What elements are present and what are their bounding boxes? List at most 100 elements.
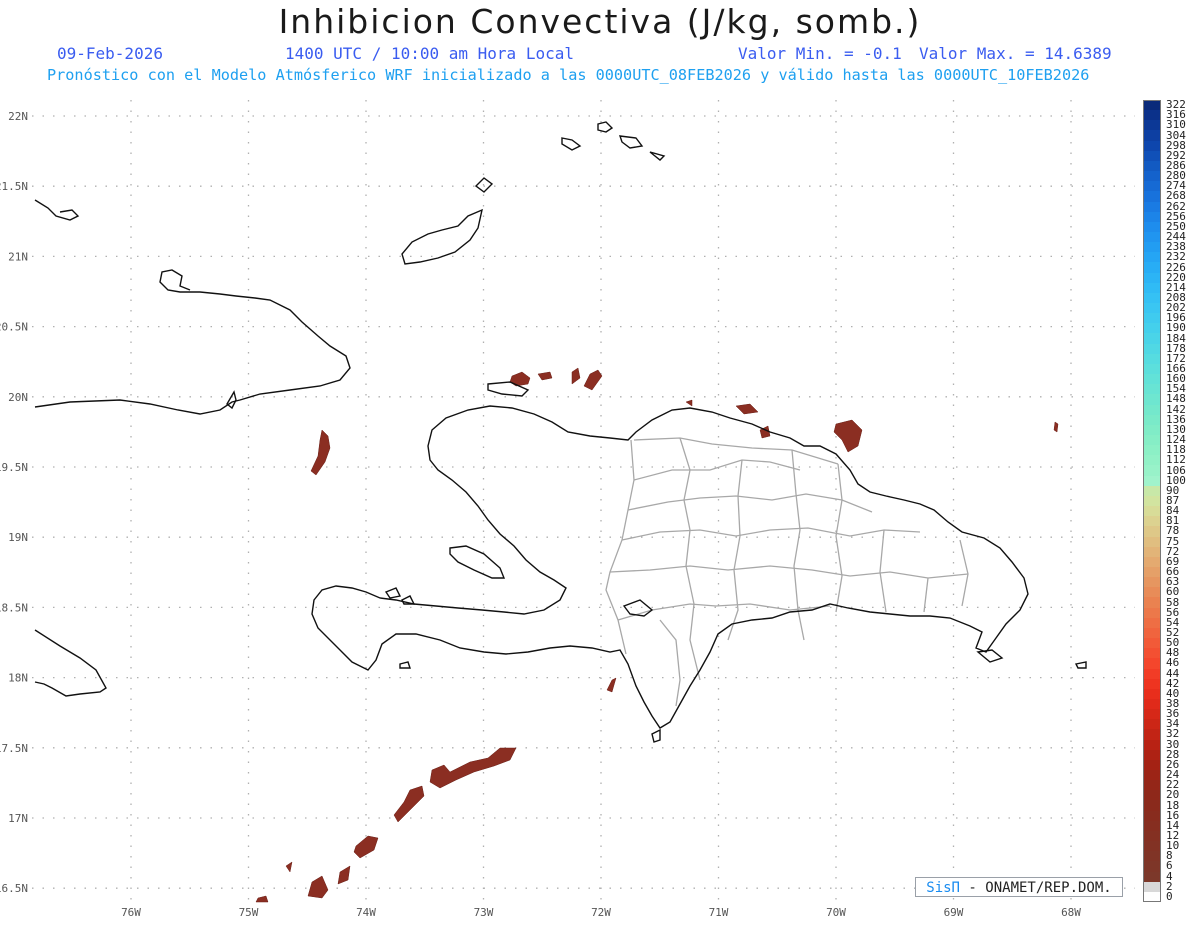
- colorbar-level-label: 256: [1166, 209, 1186, 223]
- shade-patch: [337, 865, 351, 885]
- colorbar-level-label: 2: [1166, 879, 1173, 893]
- colorbar-swatch: [1143, 698, 1161, 710]
- colorbar-swatch: [1143, 871, 1161, 883]
- colorbar-level-label: 30: [1166, 737, 1180, 751]
- border-line: [633, 437, 839, 465]
- value-min: Valor Min. = -0.1: [738, 44, 902, 63]
- bahamas-coast: [649, 151, 666, 161]
- credit-text: - ONAMET/REP.DOM.: [968, 880, 1112, 896]
- colorbar-level-label: 0: [1166, 889, 1173, 903]
- colorbar-level-label: 148: [1166, 392, 1186, 406]
- colorbar-swatch: [1143, 221, 1161, 233]
- colorbar-level-label: 142: [1166, 402, 1186, 416]
- colorbar-swatch: [1143, 556, 1161, 568]
- colorbar-swatch: [1143, 171, 1161, 182]
- colorbar-level-label: 50: [1166, 636, 1180, 650]
- colorbar-level-label: 226: [1166, 260, 1186, 274]
- colorbar-level-label: 22: [1166, 778, 1180, 792]
- colorbar-level-label: 184: [1166, 331, 1186, 345]
- lat-tick-label: 18.5N: [0, 601, 28, 614]
- colorbar-swatch: [1143, 526, 1161, 538]
- colorbar-swatch: [1143, 465, 1161, 477]
- hispaniola-coast: [311, 405, 1029, 729]
- colorbar-swatch: [1143, 800, 1161, 812]
- colorbar-level-label: 238: [1166, 240, 1186, 254]
- colorbar-swatch: [1143, 140, 1161, 152]
- colorbar-swatch: [1143, 475, 1161, 487]
- lon-tick-label: 70W: [826, 906, 846, 919]
- colorbar-level-label: 28: [1166, 747, 1180, 761]
- colorbar-level-label: 78: [1166, 524, 1180, 538]
- beata-coast: [651, 728, 661, 743]
- colorbar-swatch: [1143, 678, 1161, 690]
- lat-tick-label: 22N: [8, 110, 28, 123]
- brand-logo: SisΠ: [926, 880, 960, 896]
- map-title: Inhibicion Convectiva (J/kg, somb.): [278, 2, 922, 41]
- jamaica-coast: [34, 629, 107, 697]
- colorbar-level-label: 52: [1166, 625, 1180, 639]
- shade-patch: [571, 367, 581, 385]
- colorbar-level-label: 90: [1166, 483, 1180, 497]
- shade-patch: [310, 429, 331, 476]
- coastlines: [34, 121, 1087, 743]
- colorbar-swatch: [1143, 201, 1161, 213]
- colorbar-level-label: 44: [1166, 666, 1180, 680]
- border-line: [879, 529, 887, 613]
- shade-patch: [606, 677, 617, 693]
- colorbar-level-label: 280: [1166, 169, 1186, 183]
- lon-tick-label: 68W: [1061, 906, 1081, 919]
- small-island: [399, 661, 411, 669]
- border-line: [633, 459, 801, 481]
- colorbar-level-label: 274: [1166, 179, 1186, 193]
- colorbar-level-label: 220: [1166, 270, 1186, 284]
- colorbar-level-label: 172: [1166, 351, 1186, 365]
- colorbar-swatch: [1143, 729, 1161, 741]
- colorbar-level-label: 310: [1166, 118, 1186, 132]
- colorbar-swatch: [1143, 668, 1161, 680]
- border-line: [923, 577, 929, 613]
- colorbar-swatch: [1143, 110, 1161, 121]
- colorbar-swatch: [1143, 160, 1161, 172]
- colorbar-level-label: 196: [1166, 311, 1186, 325]
- colorbar-level-label: 4: [1166, 869, 1173, 883]
- bahamas-coast: [597, 121, 614, 133]
- colorbar-level-label: 100: [1166, 473, 1186, 487]
- colorbar-swatch: [1143, 587, 1161, 599]
- colorbar-level-label: 14: [1166, 818, 1180, 832]
- saona-coast: [976, 649, 1004, 663]
- colorbar-swatch: [1143, 130, 1161, 142]
- forecast-time: 1400 UTC / 10:00 am Hora Local: [285, 44, 574, 63]
- bahamas-coast: [561, 137, 582, 151]
- lon-tick-label: 75W: [239, 906, 259, 919]
- cuba-coast: [34, 199, 80, 221]
- colorbar-level-label: 18: [1166, 798, 1180, 812]
- forecast-date: 09-Feb-2026: [57, 44, 163, 63]
- colorbar-swatch: [1143, 333, 1161, 345]
- colorbar-level-label: 286: [1166, 158, 1186, 172]
- colorbar-swatch: [1143, 323, 1161, 335]
- colorbar-level-label: 232: [1166, 250, 1186, 264]
- colorbar-level-label: 136: [1166, 412, 1186, 426]
- shade-patch: [285, 861, 293, 873]
- colorbar-level-label: 26: [1166, 757, 1180, 771]
- model-subtitle: Pronóstico con el Modelo Atmósferico WRF…: [47, 66, 1090, 84]
- colorbar-swatch: [1143, 516, 1161, 527]
- colorbar-level-label: 42: [1166, 676, 1180, 690]
- colorbar-level-label: 54: [1166, 615, 1180, 629]
- colorbar-swatch: [1143, 790, 1161, 802]
- colorbar-swatch: [1143, 861, 1161, 873]
- colorbar-level-label: 8: [1166, 849, 1173, 863]
- colorbar-swatch: [1143, 211, 1161, 223]
- colorbar-swatch: [1143, 353, 1161, 365]
- colorbar-level-label: 160: [1166, 372, 1186, 386]
- colorbar-swatch: [1143, 607, 1161, 619]
- colorbar-level-label: 244: [1166, 230, 1186, 244]
- colorbar-swatch: [1143, 252, 1161, 264]
- colorbar-swatch: [1143, 648, 1161, 659]
- lat-tick-label: 20.5N: [0, 321, 28, 334]
- border-line: [959, 539, 969, 607]
- colorbar-swatch: [1143, 191, 1161, 203]
- colorbar-swatch: [1143, 414, 1161, 426]
- colorbar-level-label: 118: [1166, 443, 1186, 457]
